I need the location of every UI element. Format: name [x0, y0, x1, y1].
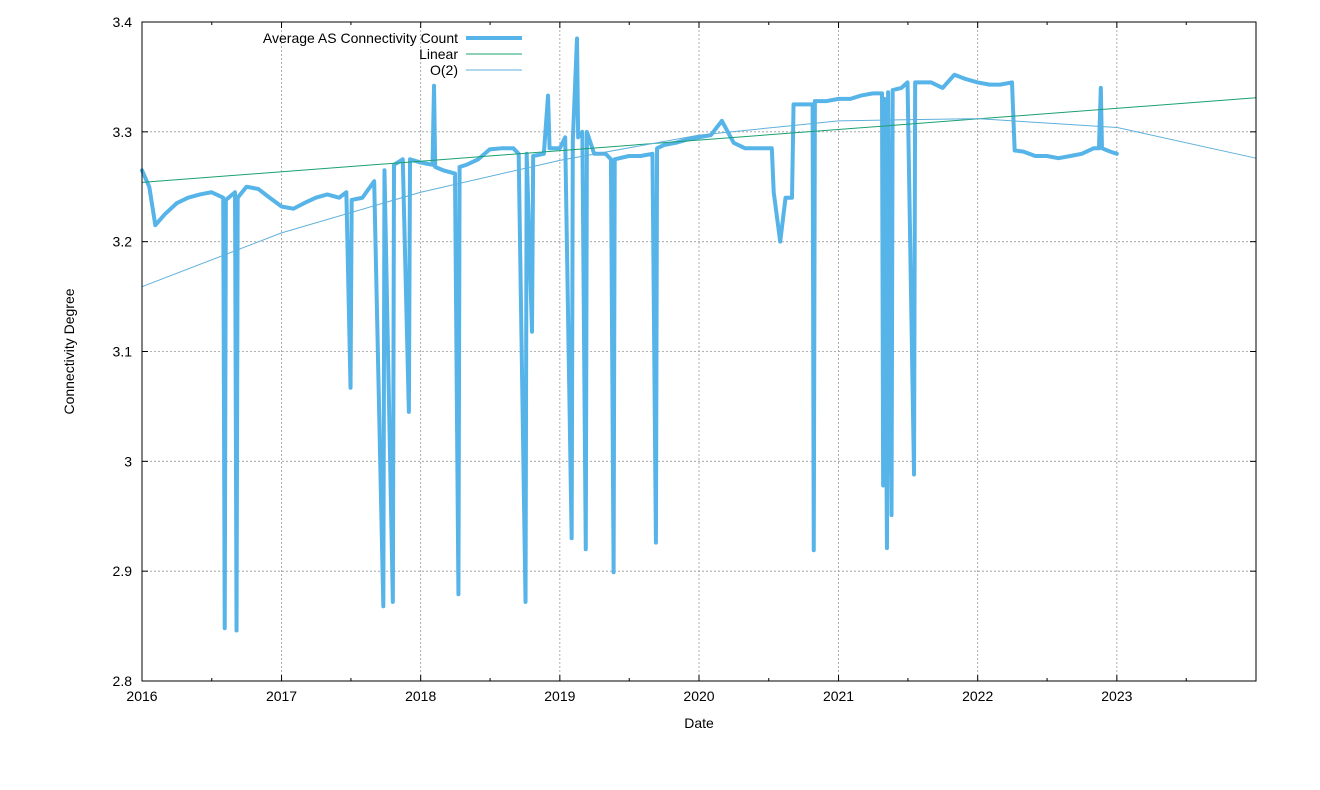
- x-tick-label: 2016: [126, 688, 157, 704]
- y-tick-label: 3.2: [113, 234, 133, 250]
- x-tick-label: 2017: [266, 688, 297, 704]
- x-axis-label: Date: [684, 715, 714, 731]
- y-tick-label: 3: [124, 453, 132, 469]
- x-tick-label: 2022: [962, 688, 993, 704]
- x-axis-ticks: 2016 2017 2018 2019 2020 2021 2022 2023: [126, 22, 1187, 704]
- series-line-2: [141, 118, 1257, 288]
- x-tick-label: 2018: [405, 688, 436, 704]
- x-tick-label: 2021: [823, 688, 854, 704]
- y-tick-label: 2.8: [113, 673, 133, 689]
- x-tick-label: 2019: [544, 688, 575, 704]
- grid-lines: [142, 22, 1256, 681]
- x-tick-label: 2020: [683, 688, 714, 704]
- y-tick-label: 3.4: [113, 14, 133, 30]
- legend-label: O(2): [430, 62, 458, 78]
- legend-label: Linear: [419, 46, 458, 62]
- series-line-1: [141, 97, 1257, 183]
- x-tick-label: 2023: [1101, 688, 1132, 704]
- y-axis-ticks: 2.8 2.9 3 3.1 3.2 3.3 3.4: [113, 14, 1256, 689]
- y-tick-label: 2.9: [113, 563, 133, 579]
- series-line-0: [140, 36, 1119, 633]
- y-axis-label: Connectivity Degree: [61, 288, 77, 414]
- y-tick-label: 3.1: [113, 344, 133, 360]
- legend-label: Average AS Connectivity Count: [263, 30, 458, 46]
- series-layer: [140, 36, 1257, 633]
- y-tick-label: 3.3: [113, 124, 133, 140]
